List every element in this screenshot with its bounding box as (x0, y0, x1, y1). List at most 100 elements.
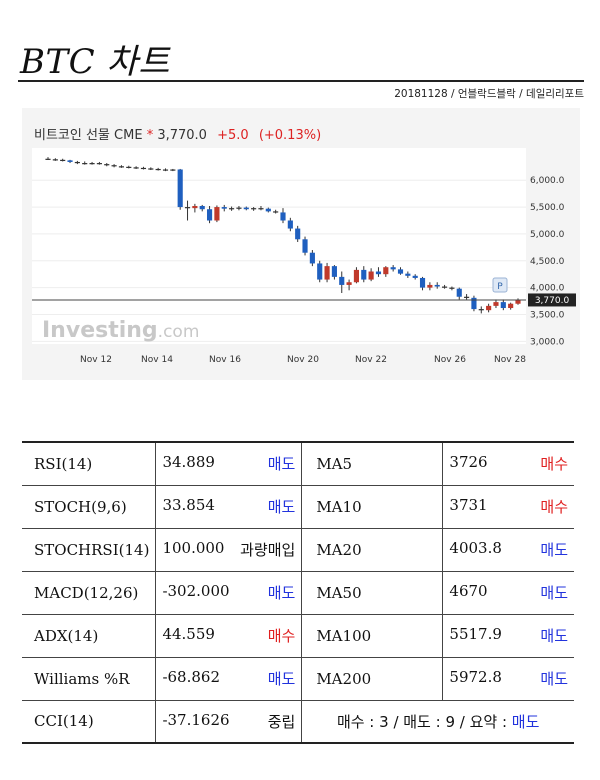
candle-body (184, 207, 191, 209)
y-tick-label: 3,000.0 (530, 337, 565, 347)
candle-body (89, 163, 95, 165)
candle (456, 287, 462, 300)
candle-body (177, 169, 183, 208)
ma-signal: 매도 (540, 541, 568, 559)
candle-body (273, 211, 279, 213)
candle-body (383, 267, 389, 275)
indicator-signal: 매도 (267, 670, 296, 688)
investing-watermark: Investing.com (42, 318, 199, 343)
indicator-value: -37.1626 (162, 710, 230, 729)
indicator-value: 33.854 (162, 496, 215, 514)
candle-body (464, 296, 470, 298)
p-marker-label: P (497, 282, 503, 292)
ma-value: 3731 (449, 496, 488, 514)
candle-body (493, 302, 499, 306)
ma-cell: 5972.8 매도 (442, 657, 574, 701)
candle (214, 205, 220, 223)
indicator-row-summary: CCI(14) -37.1626 중립 매수 : 3 / 매도 : 9 / 요약 : … (22, 700, 574, 744)
price-tag-label: 3,770.0 (535, 296, 570, 306)
candle-body (500, 302, 506, 309)
candle-body (324, 266, 330, 280)
candle-body (353, 269, 360, 283)
candle (427, 282, 433, 291)
indicator-cell: -68.862 매도 (155, 657, 303, 701)
ticker-change-pct: (+0.13%) (258, 128, 322, 143)
candle-body (229, 208, 235, 210)
indicator-signal: 매도 (267, 584, 296, 602)
x-tick-label: Nov 28 (494, 355, 526, 365)
ma-name: MA10 (301, 485, 444, 529)
ma-cell: 4003.8 매도 (442, 528, 574, 572)
indicator-signal: 중립 (267, 712, 296, 731)
y-tick-label: 5,000.0 (530, 230, 565, 240)
indicator-name: MACD(12,26) (22, 571, 157, 615)
ma-signal: 매수 (540, 455, 568, 474)
candle-body (405, 273, 411, 276)
candle-body (280, 212, 286, 221)
candle-body (331, 266, 337, 277)
candle-body (221, 207, 227, 209)
candle (118, 165, 125, 168)
candle-body (375, 271, 382, 275)
ticker-line: 비트코인 선물 CME * 3,770.0 +5.0 (+0.13%) (34, 124, 321, 143)
candle (74, 160, 80, 165)
candle (471, 295, 477, 312)
candle-body (317, 263, 323, 280)
candle-body (478, 309, 484, 311)
indicator-cell: 100.000 과량매입 (155, 528, 303, 572)
candle (243, 206, 249, 211)
candle (111, 164, 117, 168)
candle-body (170, 169, 176, 171)
candle (368, 268, 374, 282)
candle (295, 225, 301, 242)
candle (236, 205, 242, 211)
ma-name: MA50 (301, 571, 444, 615)
candle (273, 209, 279, 214)
indicator-cell: -302.000 매도 (155, 571, 303, 615)
btc-candlestick-chart: 3,770.0 P Investing.com 6,000.0 5,500.0 5,… (32, 148, 576, 365)
p-marker: P (492, 277, 508, 293)
y-tick-label: 4,500.0 (530, 257, 565, 267)
report-meta: 20181128 / 언블락드블락 / 데일리리포트 (394, 88, 584, 100)
candle-body (111, 165, 117, 167)
candle (419, 276, 426, 291)
ticker-price: 3,770.0 (157, 128, 207, 143)
candle (508, 302, 514, 310)
ma-signal: 매수 (540, 498, 568, 516)
candle-body (206, 209, 213, 221)
candle-body (82, 163, 88, 165)
candle (361, 266, 367, 283)
watermark-brand: Investing.com (42, 318, 199, 343)
summary-cell: 매수 : 3 / 매도 : 9 / 요약 : 매도 (301, 700, 574, 744)
candle-body (265, 208, 271, 212)
candle-body (287, 220, 293, 229)
candle-body (368, 271, 374, 280)
candle (302, 236, 308, 256)
ma-signal: 매도 (540, 627, 568, 645)
ma-value: 4670 (449, 582, 488, 600)
ma-cell: 4670 매도 (442, 571, 574, 615)
candle-body (126, 166, 132, 168)
candle-body (295, 228, 301, 240)
candle (324, 262, 330, 283)
candle (148, 167, 154, 171)
indicator-row: STOCH(9,6) 33.854 매도 MA10 3731 매수 (22, 485, 574, 529)
candle (104, 163, 110, 167)
candle-body (258, 208, 264, 210)
candle-body (508, 303, 514, 309)
candle-body (45, 158, 51, 160)
candle (258, 205, 264, 211)
candle-body (67, 160, 73, 162)
price-tag: 3,770.0 (528, 293, 576, 307)
candle (500, 299, 506, 311)
candle (96, 161, 102, 165)
candle (265, 207, 271, 213)
candle (317, 260, 323, 283)
indicator-signal: 매도 (267, 455, 296, 474)
ma-value: 5972.8 (449, 668, 502, 686)
candle (140, 166, 147, 170)
indicator-row: ADX(14) 44.559 매수 MA100 5517.9 매도 (22, 614, 574, 658)
candle (89, 161, 95, 165)
candle-body (361, 269, 367, 280)
candle-body (199, 205, 205, 210)
